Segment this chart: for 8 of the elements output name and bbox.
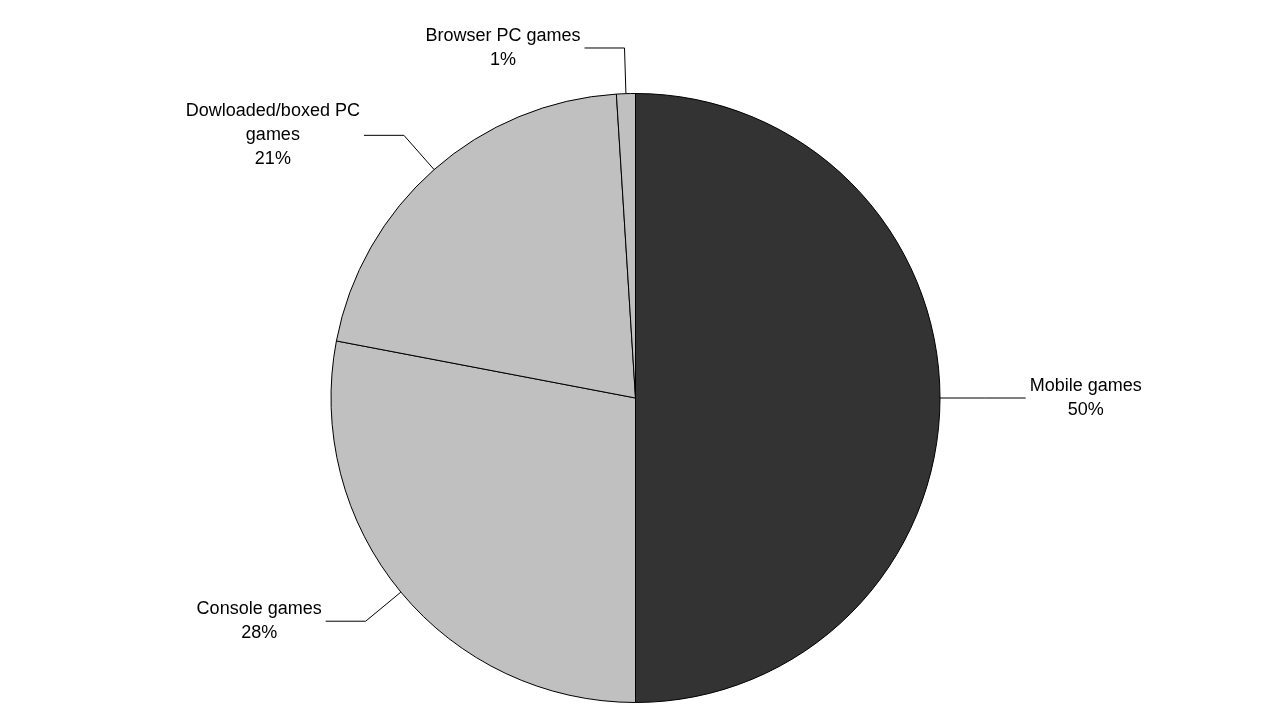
data-label: 21% (254, 148, 291, 169)
data-label: 50% (1067, 398, 1104, 419)
slice-label: Mobile games (1029, 374, 1142, 395)
slice-label: Dowloaded/boxed PC games (185, 100, 360, 145)
data-label: 1% (489, 48, 516, 69)
slice-label: Browser PC games (425, 24, 581, 45)
data-label: 28% (241, 622, 278, 643)
slice-label: Console games (196, 598, 322, 619)
